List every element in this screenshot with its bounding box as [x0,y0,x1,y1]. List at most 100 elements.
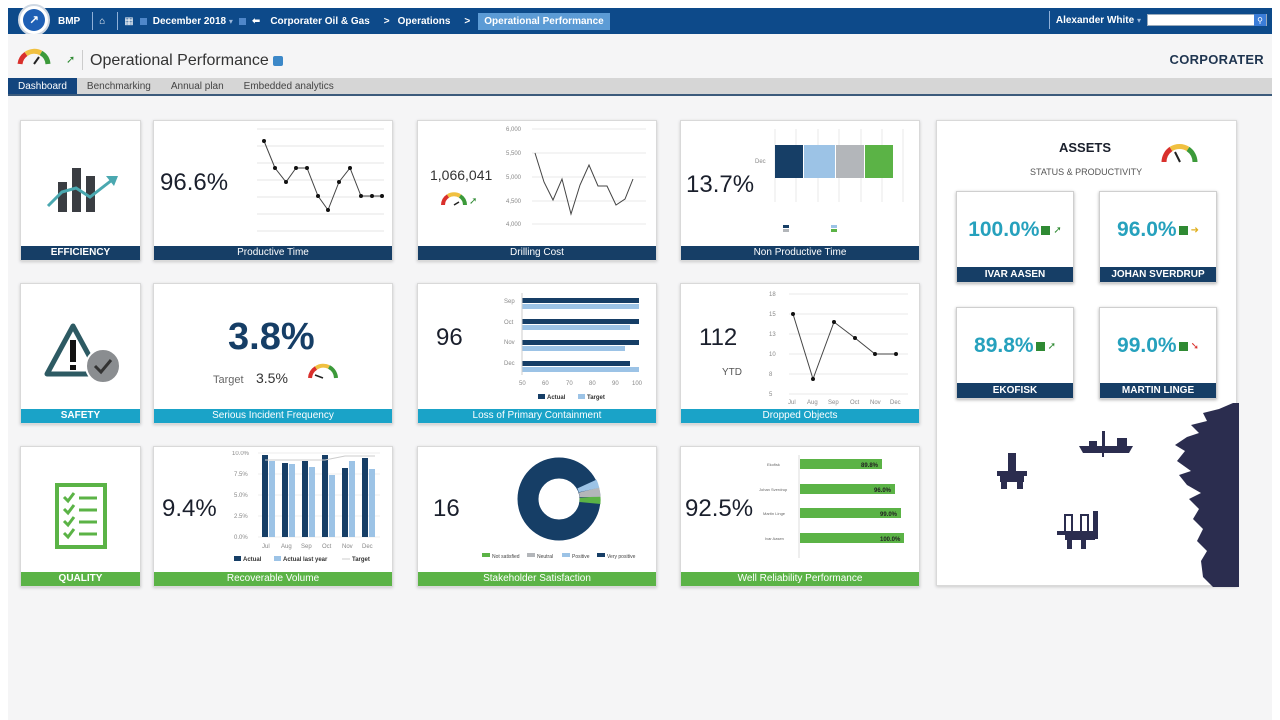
svg-text:Sep: Sep [301,544,312,550]
status-square-icon [1178,341,1188,351]
asset-value: 89.8% ➚ [957,334,1073,358]
category-safety[interactable]: SAFETY [20,283,141,424]
svg-text:13: 13 [769,332,776,338]
kpi-value: 1,066,041 [430,167,493,183]
svg-text:90: 90 [612,381,619,387]
svg-text:100: 100 [632,381,643,387]
status-square-icon [1178,225,1188,235]
svg-text:Actual last year: Actual last year [283,557,328,563]
tab-bar: Dashboard Benchmarking Annual plan Embed… [8,78,1272,96]
svg-text:Very positive: Very positive [607,554,636,560]
category-label: EFFICIENCY [21,246,140,260]
app-logo[interactable]: ↗ [18,4,50,36]
info-badge-icon[interactable] [272,55,283,66]
kpi-card-stakeholder-satisfaction[interactable]: 16 Not satisfied Neutral Positive Very p… [417,446,657,587]
svg-text:70: 70 [566,381,573,387]
app-name[interactable]: BMP [58,15,81,27]
gauge-icon [308,363,338,379]
svg-text:10.0%: 10.0% [232,451,250,457]
gauge-icon [17,48,51,65]
user-menu[interactable]: Alexander White ▾ [1056,15,1141,26]
category-quality[interactable]: QUALITY [20,446,141,587]
kpi-label: Drilling Cost [418,246,656,260]
asset-card-ekofisk[interactable]: 89.8% ➚ EKOFISK [956,307,1074,399]
kpi-card-recoverable-volume[interactable]: 9.4% 10.0% 7.5% 5.0% 2.5% 0.0% Jul Aug Sep Oct N… [153,446,393,587]
kpi-card-productive-time[interactable]: 96.6% Productive Time [153,120,393,261]
svg-text:18: 18 [769,292,776,298]
period-selector[interactable]: December 2018 ▾ [153,16,233,27]
tab-benchmarking[interactable]: Benchmarking [86,81,151,92]
period-prev-button[interactable] [139,17,147,25]
chevron-down-icon: ▾ [1136,15,1141,25]
kpi-value: 96.6% [160,169,229,196]
svg-text:99.0%: 99.0% [880,512,898,518]
asset-value-text: 96.0% [1117,218,1177,241]
home-icon[interactable]: ⌂ [99,15,106,27]
svg-text:Neutral: Neutral [537,554,553,560]
target-label: Target [213,374,244,386]
svg-text:4,500: 4,500 [506,199,522,205]
asset-value: 96.0% ➜ [1100,218,1216,242]
ytd-label: YTD [722,367,742,378]
divider [1048,11,1050,29]
gauge-icon [1161,144,1198,163]
search-icon[interactable]: ⚲ [1254,14,1266,26]
kpi-label: Serious Incident Frequency [154,409,392,423]
svg-text:80: 80 [589,381,596,387]
tab-embedded-analytics[interactable]: Embedded analytics [243,81,334,92]
kpi-label: Loss of Primary Containment [418,409,656,423]
svg-text:Actual: Actual [243,557,262,563]
kpi-card-non-productive-time[interactable]: 13.7% Dec Non Productive Time [680,120,920,261]
kpi-label: Well Reliability Performance [681,572,919,586]
trend-up-icon: ➚ [1053,224,1062,236]
tab-annual-plan[interactable]: Annual plan [170,81,224,92]
search-input[interactable] [1147,14,1267,26]
breadcrumb-current[interactable]: Operational Performance [478,12,610,30]
kpi-value: 9.4% [162,495,217,522]
asset-card-ivar-aasen[interactable]: 100.0% ➚ IVAR AASEN [956,191,1074,283]
kpi-card-dropped-objects[interactable]: 112 YTD 18 15 13 10 8 5 Jul Aug Sep Oct Nov Dec Dr… [680,283,920,424]
kpi-card-loss-primary-containment[interactable]: 96 Sep Oct Nov Dec 50 60 70 80 90 100 Actual Tar… [417,283,657,424]
svg-text:60: 60 [542,381,549,387]
svg-text:Dec: Dec [504,361,515,367]
user-name: Alexander White [1055,14,1135,26]
category-efficiency[interactable]: EFFICIENCY [20,120,141,261]
oil-platform-icon [997,453,1027,489]
kpi-card-well-reliability[interactable]: 92.5% Ekofisk Johan Sverdrup Martin Linge I… [680,446,920,587]
svg-text:Oct: Oct [504,320,514,326]
svg-text:96.0%: 96.0% [874,488,892,494]
gauge-icon: ➚ [441,192,477,207]
divider [117,12,119,30]
calendar-icon[interactable]: ▦ [124,15,134,27]
assets-title: ASSETS [1059,140,1112,155]
npt-stacked-bar-chart: Dec [755,129,904,232]
checklist-icon [55,483,107,549]
kpi-value: 13.7% [686,171,755,198]
kpi-label: Non Productive Time [681,246,919,260]
asset-name: MARTIN LINGE [1100,383,1216,398]
trend-down-icon: ➘ [1190,340,1199,352]
period-next-button[interactable] [238,17,246,25]
breadcrumb-item[interactable]: Operations [397,15,451,27]
svg-text:5.0%: 5.0% [234,493,248,499]
kpi-card-serious-incident[interactable]: 3.8% Target 3.5% Serious Incident Freque… [153,283,393,424]
svg-text:2.5%: 2.5% [234,514,248,520]
asset-name: EKOFISK [957,383,1073,398]
breadcrumb-item[interactable]: Corporater Oil & Gas [270,15,370,27]
svg-text:4,000: 4,000 [506,222,522,228]
svg-text:Jul: Jul [262,544,270,550]
back-arrow-icon[interactable]: ⬅ [251,15,261,27]
compass-icon: ↗ [23,9,45,31]
kpi-value: 112 [699,324,738,351]
kpi-card-drilling-cost[interactable]: 1,066,041 ➚ 6,000 5,500 5,000 4,500 4,000 Dr… [417,120,657,261]
asset-value: 99.0% ➘ [1100,334,1216,358]
kpi-value: 92.5% [685,495,754,522]
svg-text:Sep: Sep [504,299,515,305]
tab-dashboard[interactable]: Dashboard [8,78,77,94]
drilling-rig-icon [1057,511,1098,549]
asset-card-martin-linge[interactable]: 99.0% ➘ MARTIN LINGE [1099,307,1217,399]
asset-card-johan-sverdrup[interactable]: 96.0% ➜ JOHAN SVERDRUP [1099,191,1217,283]
coastline-map-icon [1175,403,1239,587]
svg-text:Jul: Jul [788,400,796,406]
svg-text:Actual: Actual [547,395,566,401]
